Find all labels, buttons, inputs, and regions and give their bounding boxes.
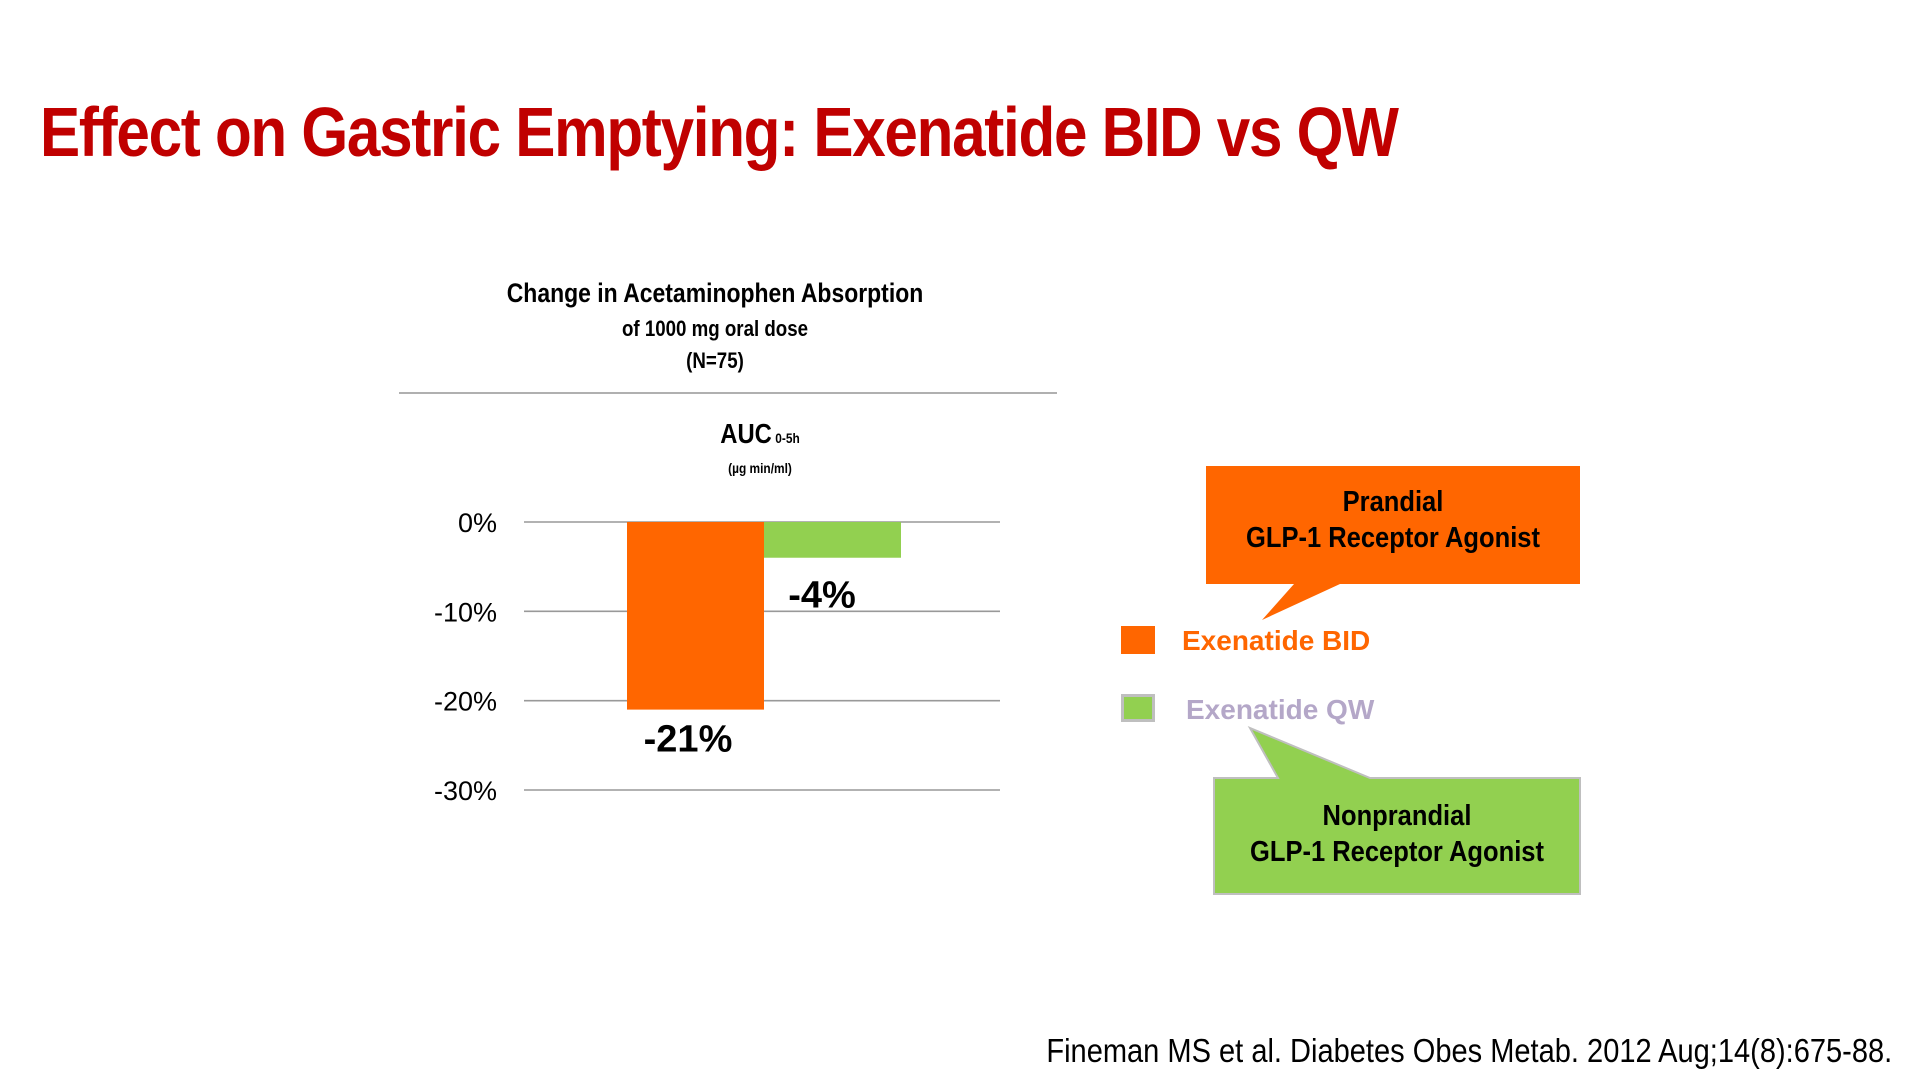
slide-title: Effect on Gastric Emptying: Exenatide BI… (40, 93, 1399, 171)
y-tick-label: 0% (458, 508, 497, 538)
y-tick-label: -30% (434, 776, 497, 806)
y-tick-label: -20% (434, 687, 497, 717)
data-label-qw: -4% (788, 575, 856, 617)
legend-swatch-bid (1121, 626, 1155, 654)
prandial-callout: Prandial GLP-1 Receptor Agonist (1228, 484, 1557, 556)
bar-bid (627, 522, 764, 710)
nonprandial-callout-line1: Nonprandial (1322, 800, 1472, 832)
chart-subtitle: of 1000 mg oral dose (621, 316, 809, 341)
citation: Fineman MS et al. Diabetes Obes Metab. 2… (1046, 1032, 1892, 1069)
legend-label-bid: Exenatide BID (1182, 625, 1371, 656)
prandial-callout-shape (1206, 466, 1580, 620)
header-divider (399, 392, 1057, 394)
label-layer: -21% -4% (644, 575, 856, 761)
prandial-callout-line2: GLP-1 Receptor Agonist (1245, 522, 1540, 554)
metric-units: (µg min/ml) (728, 460, 792, 476)
legend-label-qw: Exenatide QW (1186, 694, 1375, 725)
metric-name: AUC (720, 418, 772, 449)
bar-layer (627, 522, 901, 710)
metric-label: AUC 0-5h (692, 418, 828, 450)
metric-subscript: 0-5h (775, 430, 800, 446)
data-label-bid: -21% (644, 719, 733, 761)
y-tick-label: -10% (434, 597, 497, 627)
chart-sample-size: (N=75) (686, 348, 744, 373)
chart-title: Change in Acetaminophen Absorption (506, 278, 924, 308)
nonprandial-callout: Nonprandial GLP-1 Receptor Agonist (1236, 798, 1558, 870)
legend-swatch-qw (1121, 694, 1155, 722)
prandial-callout-line1: Prandial (1342, 486, 1444, 518)
bar-qw (764, 522, 901, 558)
nonprandial-callout-shape (1213, 725, 1581, 895)
nonprandial-callout-line2: GLP-1 Receptor Agonist (1249, 836, 1544, 868)
